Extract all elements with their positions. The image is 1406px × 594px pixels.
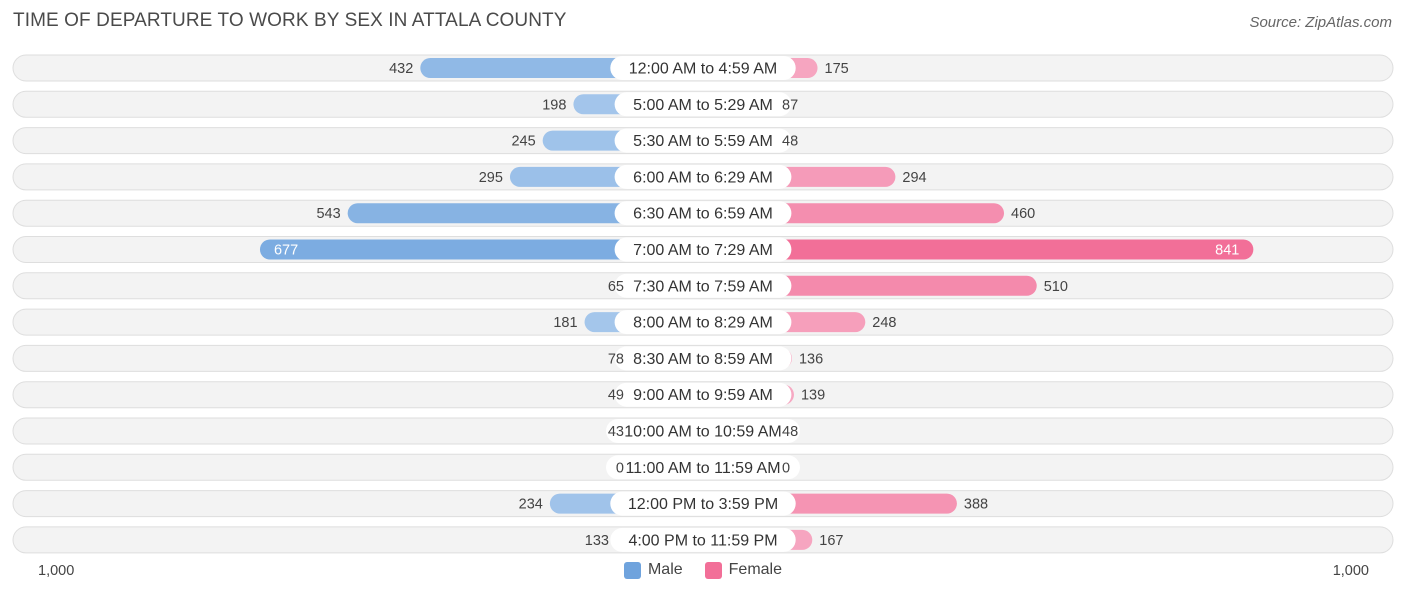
category-label: 6:30 AM to 6:59 AM — [633, 206, 773, 223]
value-label-male: 432 — [389, 61, 413, 77]
chart-row: 5:00 AM to 5:29 AM 198 87 — [12, 90, 1394, 118]
value-label-female: 0 — [782, 460, 790, 476]
category-label: 4:00 PM to 11:59 PM — [628, 532, 777, 549]
axis-label-left: 1,000 — [38, 563, 75, 579]
chart-row: 7:00 AM to 7:29 AM 677 841 — [12, 236, 1394, 263]
chart-row: 5:30 AM to 5:59 AM 245 48 — [12, 127, 1394, 155]
category-label: 7:30 AM to 7:59 AM — [633, 278, 773, 295]
bar-male — [259, 239, 703, 260]
value-label-female: 294 — [902, 170, 926, 186]
value-label-male: 295 — [479, 170, 503, 186]
value-label-male: 0 — [616, 460, 624, 476]
category-label-pill — [610, 527, 796, 552]
category-label: 7:00 AM to 7:29 AM — [633, 242, 773, 259]
category-label: 10:00 AM to 10:59 AM — [624, 424, 781, 441]
value-label-female: 510 — [1044, 279, 1068, 295]
chart-row: 6:00 AM to 6:29 AM 295 294 — [12, 163, 1394, 191]
category-label-pill — [614, 201, 792, 226]
value-label-male: 543 — [316, 206, 340, 222]
category-label-pill — [614, 164, 792, 189]
chart-title: TIME OF DEPARTURE TO WORK BY SEX IN ATTA… — [13, 10, 567, 31]
category-label: 8:30 AM to 8:59 AM — [633, 351, 773, 368]
value-label-female: 248 — [872, 315, 896, 331]
category-label-pill — [614, 346, 792, 371]
category-label-pill — [614, 273, 792, 298]
value-label-female: 136 — [799, 351, 823, 367]
value-label-male: 78 — [608, 351, 624, 367]
category-label-pill — [614, 382, 792, 407]
chart-row: 12:00 PM to 3:59 PM 234 388 — [12, 490, 1394, 518]
chart-row: 8:30 AM to 8:59 AM 78 136 — [12, 344, 1394, 372]
category-label-pill — [606, 419, 800, 443]
legend-label-male: Male — [647, 561, 683, 578]
chart-row: 4:00 PM to 11:59 PM 133 167 — [12, 526, 1394, 554]
value-label-female: 167 — [819, 533, 843, 549]
legend-swatch-female — [704, 561, 722, 579]
chart-row: 12:00 AM to 4:59 AM 432 175 — [12, 54, 1394, 82]
category-label-pill — [610, 491, 796, 516]
value-label-male: 198 — [542, 97, 566, 113]
value-label-female: 48 — [782, 134, 798, 150]
value-label-male: 43 — [608, 424, 624, 440]
value-label-female: 87 — [782, 97, 798, 113]
category-label-pill — [606, 455, 800, 480]
value-label-female: 460 — [1011, 206, 1035, 222]
category-label: 6:00 AM to 6:29 AM — [633, 169, 773, 186]
value-label-male: 49 — [608, 388, 624, 404]
legend-item-female: Female — [704, 561, 783, 579]
category-label: 11:00 AM to 11:59 AM — [625, 460, 780, 477]
legend-item-male: Male — [623, 561, 683, 579]
bar-male — [347, 203, 703, 224]
category-label-pill — [614, 237, 792, 262]
category-label-pill — [614, 92, 792, 117]
legend: Male Female — [0, 561, 1406, 579]
bar-female — [703, 239, 1254, 260]
value-label-male: 245 — [511, 134, 535, 150]
category-label: 5:30 AM to 5:59 AM — [633, 133, 773, 150]
category-label: 5:00 AM to 5:29 AM — [633, 97, 773, 114]
category-label: 12:00 PM to 3:59 PM — [628, 496, 778, 513]
value-label-male: 181 — [553, 315, 577, 331]
value-label-female: 175 — [825, 61, 849, 77]
value-label-male: 133 — [585, 533, 609, 549]
category-label: 12:00 AM to 4:59 AM — [629, 61, 778, 78]
legend-swatch-male — [623, 561, 641, 579]
category-label-pill — [614, 128, 792, 153]
chart-row: 9:00 AM to 9:59 AM 49 139 — [12, 381, 1394, 409]
axis-label-right: 1,000 — [1332, 563, 1369, 579]
chart-row: 7:30 AM to 7:59 AM 65 510 — [12, 272, 1394, 300]
value-label-female: 841 — [1215, 243, 1239, 259]
value-label-female: 139 — [801, 388, 825, 404]
value-label-female: 48 — [782, 424, 798, 440]
legend-label-female: Female — [728, 561, 783, 578]
chart-row: 8:00 AM to 8:29 AM 181 248 — [12, 308, 1394, 336]
chart-row: 11:00 AM to 11:59 AM0 0 — [12, 453, 1394, 481]
category-label-pill — [614, 310, 792, 335]
category-label-pill — [610, 56, 796, 80]
category-label: 9:00 AM to 9:59 AM — [633, 387, 773, 404]
value-label-female: 388 — [964, 497, 988, 513]
value-label-male: 677 — [274, 243, 298, 259]
category-label: 8:00 AM to 8:29 AM — [633, 315, 773, 332]
value-label-male: 65 — [608, 279, 624, 295]
chart-row: 6:30 AM to 6:59 AM 543 460 — [12, 199, 1394, 227]
value-label-male: 234 — [519, 497, 543, 513]
source-note: Source: ZipAtlas.com — [1249, 14, 1392, 31]
